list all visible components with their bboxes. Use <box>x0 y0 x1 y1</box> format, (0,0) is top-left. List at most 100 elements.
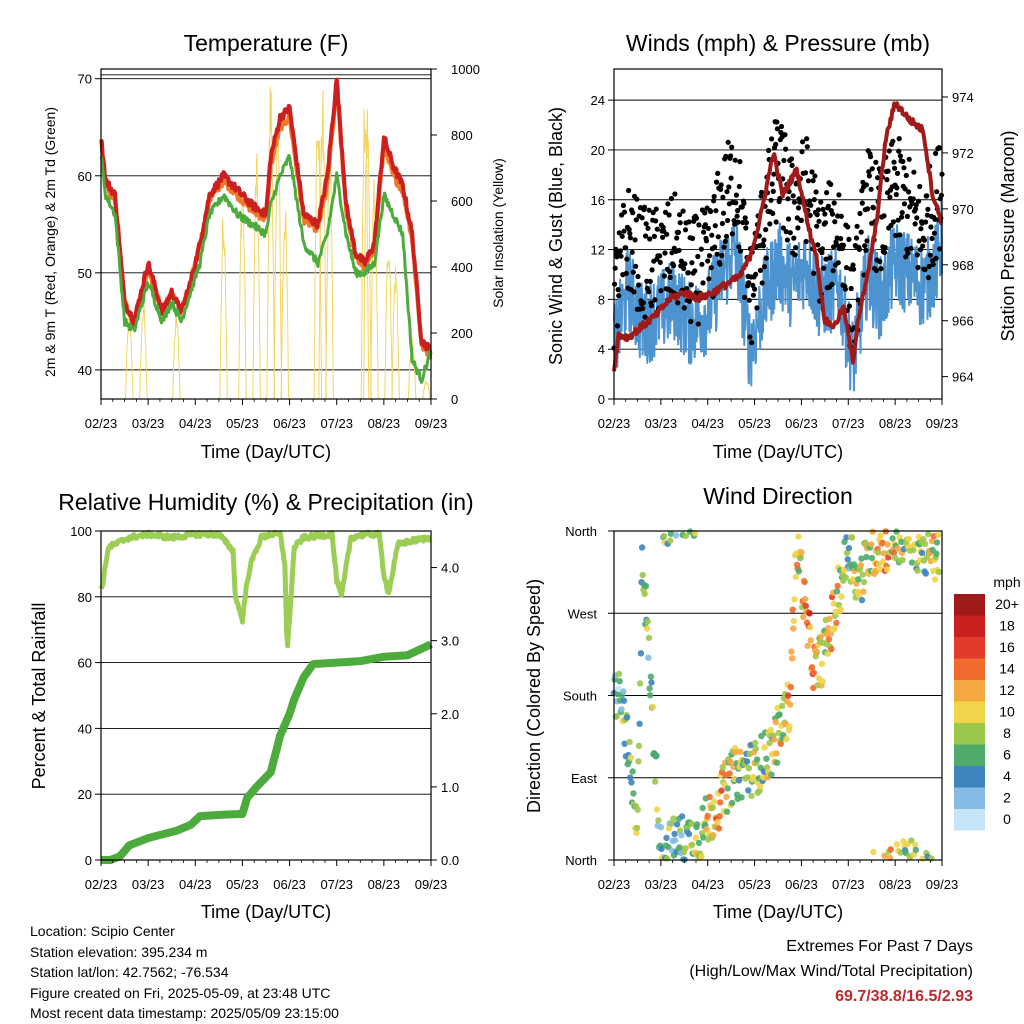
gust-point <box>937 246 943 252</box>
direction-point <box>891 554 899 561</box>
gust-point <box>686 219 692 225</box>
gust-point <box>660 234 666 240</box>
gust-point <box>905 250 911 256</box>
direction-point <box>912 846 919 854</box>
gust-point <box>766 147 772 153</box>
gust-point <box>706 276 712 282</box>
gust-point <box>662 250 668 256</box>
direction-point <box>745 765 753 772</box>
gust-point <box>629 249 635 255</box>
gust-point <box>924 212 931 218</box>
direction-point <box>804 642 811 649</box>
gust-point <box>711 193 717 200</box>
gust-point <box>811 197 817 203</box>
direction-point <box>752 739 759 747</box>
direction-point <box>808 664 816 671</box>
y2-tick-label: 964 <box>952 370 974 385</box>
gust-point <box>709 232 715 238</box>
gust-point <box>795 205 802 211</box>
gust-point <box>671 262 677 269</box>
y2-tick-label: 1000 <box>451 62 480 77</box>
direction-point <box>663 834 670 842</box>
direction-point <box>845 544 853 552</box>
direction-point <box>857 562 864 569</box>
gust-point <box>856 246 863 252</box>
gust-point <box>893 191 899 198</box>
direction-point <box>676 844 683 851</box>
direction-point <box>928 855 935 862</box>
direction-point <box>644 618 651 625</box>
direction-point <box>778 702 786 710</box>
gust-point <box>653 218 659 224</box>
direction-point <box>868 554 876 562</box>
winds-ylabel: Sonic Wind & Gust (Blue, Black) <box>546 107 566 365</box>
y-tick-label: 0 <box>598 392 605 407</box>
x-tick-label: 03/23 <box>645 416 678 431</box>
direction-point <box>860 588 867 595</box>
direction-point <box>727 758 734 765</box>
gust-point <box>820 206 826 212</box>
gust-point <box>702 210 708 216</box>
gust-point <box>696 222 702 228</box>
gust-point <box>813 189 819 195</box>
y2-tick-label: 970 <box>952 202 974 217</box>
gust-point <box>678 258 685 264</box>
gust-point <box>854 223 860 229</box>
gust-point <box>658 288 664 294</box>
direction-point <box>790 625 797 632</box>
y-tick-label: 12 <box>591 243 605 258</box>
gust-point <box>823 256 829 262</box>
gust-point <box>660 224 666 230</box>
gust-point <box>908 245 914 251</box>
x-tick-label: 07/23 <box>832 416 865 431</box>
gust-point <box>692 268 698 274</box>
gust-point <box>892 165 898 171</box>
legend-label: 16 <box>999 639 1015 655</box>
direction-point <box>885 554 892 561</box>
x-tick-label: 07/23 <box>320 416 353 431</box>
temperature-ylabel: 2m & 9m T (Red, Orange) & 2m Td (Green) <box>42 107 58 377</box>
gust-point <box>669 250 675 256</box>
gust-point <box>698 246 704 252</box>
x-tick-label: 02/23 <box>85 416 118 431</box>
direction-point <box>658 845 665 852</box>
solar-series <box>422 380 431 400</box>
gust-point <box>818 199 824 205</box>
gust-point <box>803 238 809 245</box>
wind-line <box>613 197 943 392</box>
gust-point <box>814 212 820 218</box>
gust-point <box>714 251 720 257</box>
gust-point <box>870 205 877 211</box>
direction-point <box>695 839 703 847</box>
legend-label: 20+ <box>995 596 1019 612</box>
gust-point <box>769 181 775 187</box>
gust-point <box>804 144 810 150</box>
extremes-heading: Extremes For Past 7 Days <box>786 938 973 955</box>
x-tick-label: 03/23 <box>132 416 165 431</box>
gust-point <box>914 252 921 258</box>
gust-point <box>842 286 849 292</box>
gust-point <box>838 213 844 219</box>
gust-point <box>851 266 857 272</box>
legend-label: 18 <box>999 618 1015 634</box>
direction-point <box>647 673 655 680</box>
gust-point <box>815 242 821 248</box>
gust-point <box>642 314 648 320</box>
gust-point <box>783 146 789 152</box>
gust-point <box>930 261 936 267</box>
direction-point <box>688 841 696 848</box>
direction-point <box>716 813 723 820</box>
direction-point <box>783 735 790 743</box>
direction-point <box>819 678 826 685</box>
y2-tick-label: 2.0 <box>441 707 459 722</box>
direction-point <box>724 785 731 792</box>
direction-point <box>773 750 780 757</box>
direction-point <box>828 645 835 653</box>
gust-point <box>773 219 779 225</box>
gust-point <box>712 223 718 229</box>
direction-point <box>653 752 660 759</box>
gust-point <box>929 235 935 242</box>
gust-point <box>715 234 721 240</box>
direction-point <box>685 830 693 838</box>
direction-point <box>925 530 932 538</box>
